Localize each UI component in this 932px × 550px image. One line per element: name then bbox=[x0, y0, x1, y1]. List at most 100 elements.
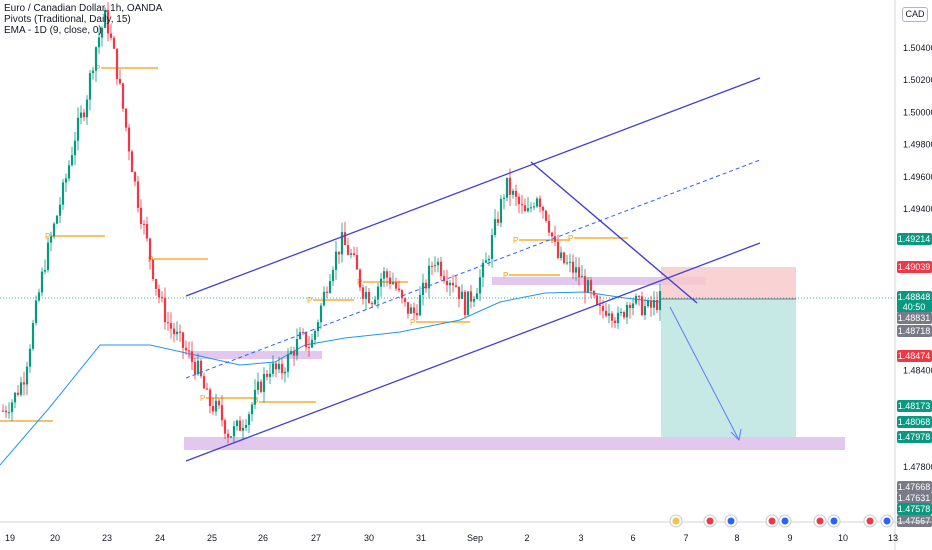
price-label: 1.48173 bbox=[897, 400, 932, 412]
candle-body bbox=[250, 404, 254, 415]
candle-body bbox=[553, 236, 557, 242]
candle-body bbox=[616, 312, 620, 324]
event-icon[interactable] bbox=[669, 514, 683, 528]
candle-body bbox=[61, 182, 65, 205]
candle-body bbox=[88, 73, 92, 100]
candle-body bbox=[217, 400, 221, 406]
candle-body bbox=[610, 313, 614, 321]
candle-body bbox=[619, 312, 623, 314]
candle-body bbox=[205, 388, 209, 390]
candle-body bbox=[325, 291, 329, 293]
candle-body bbox=[640, 296, 644, 315]
candle-body bbox=[475, 293, 479, 300]
candle-body bbox=[184, 347, 188, 351]
candle-body bbox=[331, 269, 335, 282]
pivot-label: P bbox=[45, 232, 50, 241]
candle-body bbox=[280, 363, 284, 374]
candle-body bbox=[109, 33, 113, 38]
candle-body bbox=[403, 298, 407, 303]
currency-badge[interactable]: CAD bbox=[902, 7, 928, 22]
candle-body bbox=[289, 351, 293, 355]
x-tick-label: 7 bbox=[683, 533, 688, 543]
candle-body bbox=[364, 292, 368, 299]
candle-body bbox=[259, 381, 263, 392]
candle-body bbox=[343, 232, 347, 246]
candle-body bbox=[532, 206, 536, 208]
candle-body bbox=[445, 280, 449, 286]
candle-body bbox=[319, 305, 323, 323]
candle-body bbox=[421, 282, 425, 296]
candle-body bbox=[304, 332, 308, 348]
candle-body bbox=[589, 280, 593, 291]
candle-body bbox=[283, 371, 287, 374]
candle-body bbox=[514, 190, 518, 197]
candle-body bbox=[142, 223, 146, 225]
event-icon[interactable] bbox=[827, 514, 841, 528]
event-icon[interactable] bbox=[813, 514, 827, 528]
candle-body bbox=[115, 48, 119, 79]
candle-body bbox=[613, 320, 617, 324]
candle-body bbox=[652, 299, 656, 308]
x-tick-label: 24 bbox=[155, 533, 165, 543]
candle-body bbox=[10, 402, 14, 413]
candle-body bbox=[472, 299, 476, 302]
event-icon[interactable] bbox=[778, 514, 792, 528]
y-tick-label: 1.49600 bbox=[903, 172, 932, 182]
candle-body bbox=[58, 204, 62, 216]
candle-body bbox=[313, 331, 317, 340]
resistance-zone bbox=[492, 277, 706, 285]
svg-text:1.48848: 1.48848 bbox=[898, 292, 931, 302]
event-icon[interactable] bbox=[880, 514, 894, 528]
candle-body bbox=[235, 420, 239, 427]
candle-body bbox=[40, 271, 44, 293]
pivots-indicator-label[interactable]: Pivots (Traditional, Daily, 15) bbox=[4, 14, 131, 25]
candle-body bbox=[136, 181, 140, 208]
candle-body bbox=[244, 425, 248, 428]
price-label: 1.48718 bbox=[897, 325, 932, 337]
candle-body bbox=[439, 261, 443, 277]
candle-body bbox=[124, 108, 128, 128]
candle-body bbox=[76, 117, 80, 141]
candle-body bbox=[106, 10, 110, 34]
event-icon[interactable] bbox=[863, 514, 877, 528]
candle-body bbox=[79, 112, 83, 118]
candle-body bbox=[433, 265, 437, 267]
candle-body bbox=[229, 436, 233, 438]
candle-body bbox=[133, 172, 137, 182]
candle-body bbox=[13, 392, 17, 403]
candle-body bbox=[196, 360, 200, 375]
candle-body bbox=[337, 251, 341, 255]
event-icon[interactable] bbox=[765, 514, 779, 528]
candle-body bbox=[607, 313, 611, 316]
candle-body bbox=[484, 260, 488, 263]
candle-body bbox=[139, 207, 143, 224]
candle-body bbox=[583, 276, 587, 293]
candle-body bbox=[232, 426, 236, 437]
candle-body bbox=[103, 10, 107, 28]
candle-body bbox=[292, 351, 296, 356]
price-label: 1.47668 bbox=[897, 481, 932, 493]
svg-text:1.47567: 1.47567 bbox=[898, 516, 931, 526]
x-tick-label: 3 bbox=[578, 533, 583, 543]
symbol-title: Euro / Canadian Dollar, 1h, OANDA bbox=[4, 3, 163, 14]
price-label: 1.48848 bbox=[897, 291, 932, 303]
candle-body bbox=[559, 252, 563, 258]
candle-body bbox=[52, 223, 56, 237]
chart-legend: Euro / Canadian Dollar, 1h, OANDA Pivots… bbox=[4, 3, 162, 36]
ema-indicator-label[interactable]: EMA - 1D (9, close, 0) bbox=[4, 25, 102, 36]
candle-body bbox=[658, 291, 662, 310]
candle-body bbox=[274, 363, 278, 370]
y-tick-label: 1.47800 bbox=[903, 462, 932, 472]
ema-path bbox=[0, 291, 661, 466]
candle-body bbox=[478, 277, 482, 294]
candle-body bbox=[166, 322, 170, 324]
candle-body bbox=[406, 302, 410, 314]
candle-body bbox=[520, 204, 524, 206]
svg-text:1.48831: 1.48831 bbox=[898, 313, 931, 323]
event-icon[interactable] bbox=[703, 514, 717, 528]
candles bbox=[1, 2, 662, 444]
y-tick-label: 1.49400 bbox=[903, 204, 932, 214]
event-icon[interactable] bbox=[724, 514, 738, 528]
candle-body bbox=[157, 288, 161, 298]
